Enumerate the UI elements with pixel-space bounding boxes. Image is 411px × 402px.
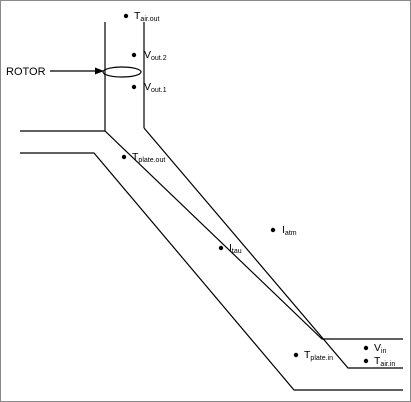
point-itau: Itau [218,242,242,255]
point-vout1: Vout.1 [131,81,167,94]
point-vin: Vin [363,342,387,355]
rotor-arrow-head [95,67,104,75]
point-vout1-dot [131,84,137,90]
point-itau-dot [218,245,224,251]
rotor-ellipse [102,66,142,78]
point-tair-out: Tair.out [123,10,160,23]
point-vin-label: Vin [374,342,387,355]
point-tplate-out-label: Tplate.out [132,151,165,164]
point-tair-in: Tair.in [363,355,395,368]
point-itau-label: Itau [229,242,242,255]
point-tplate-out-dot [121,154,127,160]
point-vout2-label: Vout.2 [144,49,167,62]
point-tplate-in: Tplate.in [293,349,333,362]
point-vout2-dot [131,52,137,58]
point-tplate-in-label: Tplate.in [304,349,333,362]
channel-inner-wall [20,130,403,340]
point-vout2: Vout.2 [131,49,167,62]
rotor-label: ROTOR [6,66,46,78]
point-tair-in-dot [363,358,369,364]
point-vin-dot [363,345,369,351]
point-tair-out-dot [123,13,129,19]
point-tplate-in-dot [293,352,299,358]
point-tair-out-label: Tair.out [134,10,160,23]
point-tair-in-label: Tair.in [374,355,395,368]
point-iatm: Iatm [270,224,297,237]
plate-outer-wall [20,152,403,391]
point-iatm-dot [270,227,276,233]
point-tplate-out: Tplate.out [121,151,165,164]
point-iatm-label: Iatm [282,224,297,237]
channel-upper-wall [143,127,403,369]
point-vout1-label: Vout.1 [144,81,167,94]
